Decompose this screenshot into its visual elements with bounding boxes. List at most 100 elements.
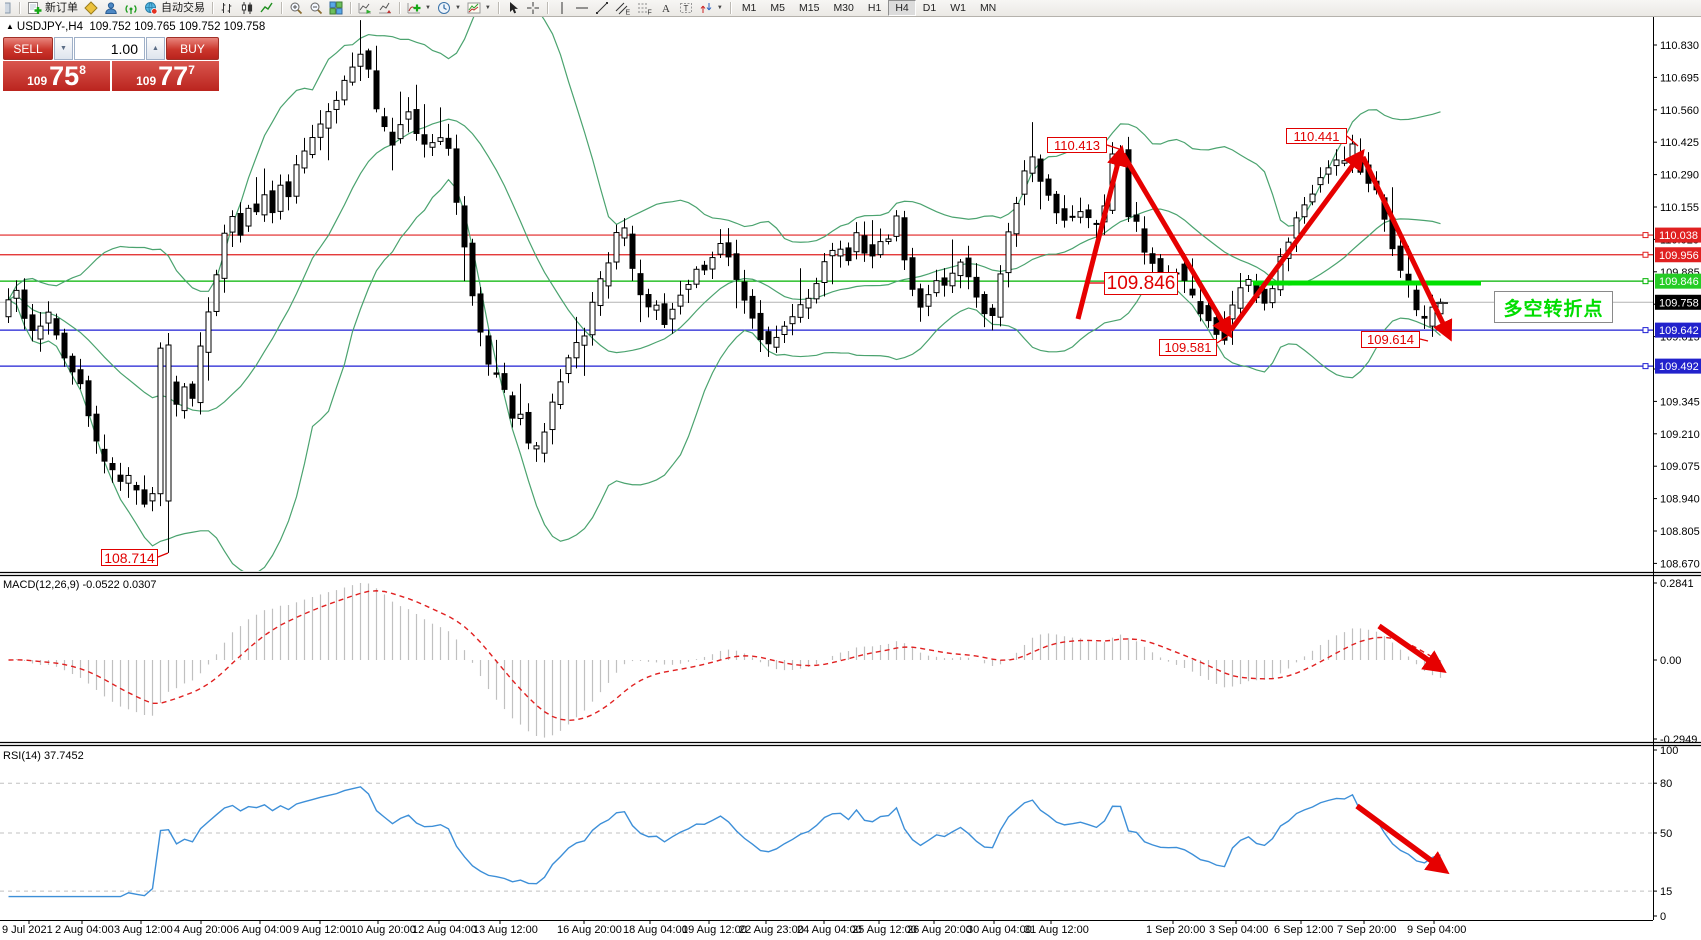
svg-text:109.846: 109.846: [1659, 276, 1699, 288]
toolbar-candlestick-chart-button[interactable]: [237, 0, 257, 16]
timeframe-M30-button[interactable]: M30: [833, 2, 854, 14]
sell-button[interactable]: SELL: [3, 37, 53, 60]
vertical-line-icon: [555, 1, 569, 15]
timeframe-D1-button[interactable]: D1: [922, 2, 937, 14]
toolbar-templates-button[interactable]: ▼: [464, 0, 494, 16]
text-label-icon: T: [679, 1, 693, 15]
toolbar-market-watch-button[interactable]: [81, 0, 101, 16]
svg-text:108.940: 108.940: [1660, 494, 1700, 506]
volume-decrease-button[interactable]: ▼: [54, 37, 73, 60]
toolbar-bar-chart-button[interactable]: [217, 0, 237, 16]
annotation-note-text[interactable]: 多空转折点: [1494, 291, 1613, 323]
toolbar-separator: [399, 2, 400, 14]
candlestick-series: [5, 20, 1444, 553]
sell-price-display[interactable]: 109 75 8: [3, 61, 110, 91]
svg-text:9 Jul 2021: 9 Jul 2021: [2, 924, 53, 936]
trend-arrows[interactable]: [1075, 144, 1453, 342]
trend-line-icon: [595, 1, 609, 15]
price-callout[interactable]: 109.614: [1361, 331, 1420, 348]
svg-text:E: E: [625, 10, 630, 16]
toolbar-indicators-button[interactable]: ▼: [404, 0, 434, 16]
svg-text:10 Aug 20:00: 10 Aug 20:00: [351, 924, 416, 936]
buy-price-display[interactable]: 109 77 7: [112, 61, 219, 91]
timeframe-MN-button[interactable]: MN: [979, 2, 997, 14]
svg-text:9 Sep 04:00: 9 Sep 04:00: [1407, 924, 1466, 936]
toolbar-text-button[interactable]: A: [656, 0, 676, 16]
ohlc-values: 109.752 109.765 109.752 109.758: [89, 21, 266, 33]
toolbar-tile-windows-button[interactable]: [326, 0, 346, 16]
one-click-trading-panel: SELL ▼ 1.00 ▲ BUY 109 75 8 109 77 7: [3, 37, 219, 91]
volume-input[interactable]: 1.00: [74, 37, 145, 60]
rsi-arrow[interactable]: [1355, 803, 1450, 875]
svg-text:15: 15: [1660, 886, 1672, 898]
svg-text:1 Sep 20:00: 1 Sep 20:00: [1146, 924, 1205, 936]
toolbar-separator: [281, 2, 282, 14]
svg-text:7 Sep 20:00: 7 Sep 20:00: [1337, 924, 1396, 936]
svg-text:19 Aug 12:00: 19 Aug 12:00: [682, 924, 747, 936]
volume-increase-button[interactable]: ▲: [146, 37, 165, 60]
svg-text:0: 0: [1660, 911, 1666, 923]
sell-price-point: 8: [79, 63, 86, 77]
svg-text:80: 80: [1660, 778, 1672, 790]
price-callout[interactable]: 110.441: [1286, 128, 1347, 144]
timeframe-H1-button[interactable]: H1: [867, 2, 882, 14]
price-axis: 110.830 110.695 110.560 110.425 110.290 110.1…: [1653, 40, 1701, 570]
price-callout[interactable]: 108.714: [101, 549, 158, 566]
toolbar-horizontal-line-button[interactable]: [572, 0, 592, 16]
time-axis: 9 Jul 2021 2 Aug 04:00 3 Aug 12:00 4 Aug 20…: [2, 920, 1466, 936]
toolbar-zoom-out-button[interactable]: [306, 0, 326, 16]
chevron-down-icon[interactable]: ▼: [454, 5, 461, 11]
profiles-icon: [104, 1, 118, 15]
line-chart-icon: [260, 1, 274, 15]
toolbar-signals-button[interactable]: [121, 0, 141, 16]
svg-text:110.560: 110.560: [1660, 105, 1699, 117]
toolbar-zoom-in-button[interactable]: [286, 0, 306, 16]
timeframe-M15-button[interactable]: M15: [799, 2, 820, 14]
toolbar-vertical-line-button[interactable]: [552, 0, 572, 16]
toolbar-crosshair-button[interactable]: [523, 0, 543, 16]
toolbar-text-label-button[interactable]: T: [676, 0, 696, 16]
timeframe-H4-button[interactable]: H4: [888, 0, 916, 16]
toolbar-cursor-button[interactable]: [503, 0, 523, 16]
window-partial-icon: [5, 1, 12, 15]
svg-text:108.670: 108.670: [1660, 558, 1700, 570]
macd-arrow[interactable]: [1377, 623, 1447, 673]
chevron-down-icon[interactable]: ▼: [484, 5, 491, 11]
svg-text:109.758: 109.758: [1659, 297, 1699, 309]
toolbar-trend-line-button[interactable]: [592, 0, 612, 16]
toolbar-channel-button[interactable]: E: [612, 0, 634, 16]
price-callout[interactable]: 109.846: [1104, 272, 1178, 295]
toolbar-periods-button[interactable]: ▼: [434, 0, 464, 16]
collapse-triangle-icon[interactable]: ▲: [6, 22, 14, 31]
timeframe-M1-button[interactable]: M1: [741, 2, 757, 14]
toolbar-new-order-button[interactable]: 新订单: [24, 0, 81, 16]
rsi-levels: 100 80 50 15 0: [0, 745, 1678, 923]
toolbar-profiles-button[interactable]: [101, 0, 121, 16]
toolbar-window-partial-button[interactable]: [2, 0, 15, 16]
price-callout[interactable]: 110.413: [1047, 137, 1107, 153]
toolbar-chart-shift-button[interactable]: [375, 0, 395, 16]
timeframe-W1-button[interactable]: W1: [950, 2, 966, 14]
tile-windows-icon: [329, 1, 343, 15]
svg-text:0.2841: 0.2841: [1660, 578, 1694, 590]
channel-icon: E: [615, 1, 631, 15]
price-callout[interactable]: 109.581: [1159, 339, 1217, 356]
buy-price-prefix: 109: [136, 74, 157, 88]
toolbar-line-chart-button[interactable]: [257, 0, 277, 16]
chevron-down-icon[interactable]: ▼: [716, 5, 723, 11]
buy-price-point: 7: [188, 63, 195, 77]
toolbar-fibonacci-button[interactable]: F: [634, 0, 656, 16]
auto-trading-icon: [144, 1, 158, 15]
buy-button[interactable]: BUY: [166, 37, 219, 60]
bollinger-bands: [7, 16, 1441, 571]
toolbar-separator: [729, 2, 731, 14]
auto-scroll-icon: [358, 1, 372, 15]
toolbar-auto-scroll-button[interactable]: [355, 0, 375, 16]
zoom-out-icon: [309, 1, 323, 15]
toolbar-auto-trading-button[interactable]: 自动交易: [141, 0, 208, 16]
timeframe-M5-button[interactable]: M5: [770, 2, 785, 14]
toolbar-arrows-button[interactable]: ▼: [696, 0, 726, 16]
chevron-down-icon[interactable]: ▼: [425, 5, 431, 11]
